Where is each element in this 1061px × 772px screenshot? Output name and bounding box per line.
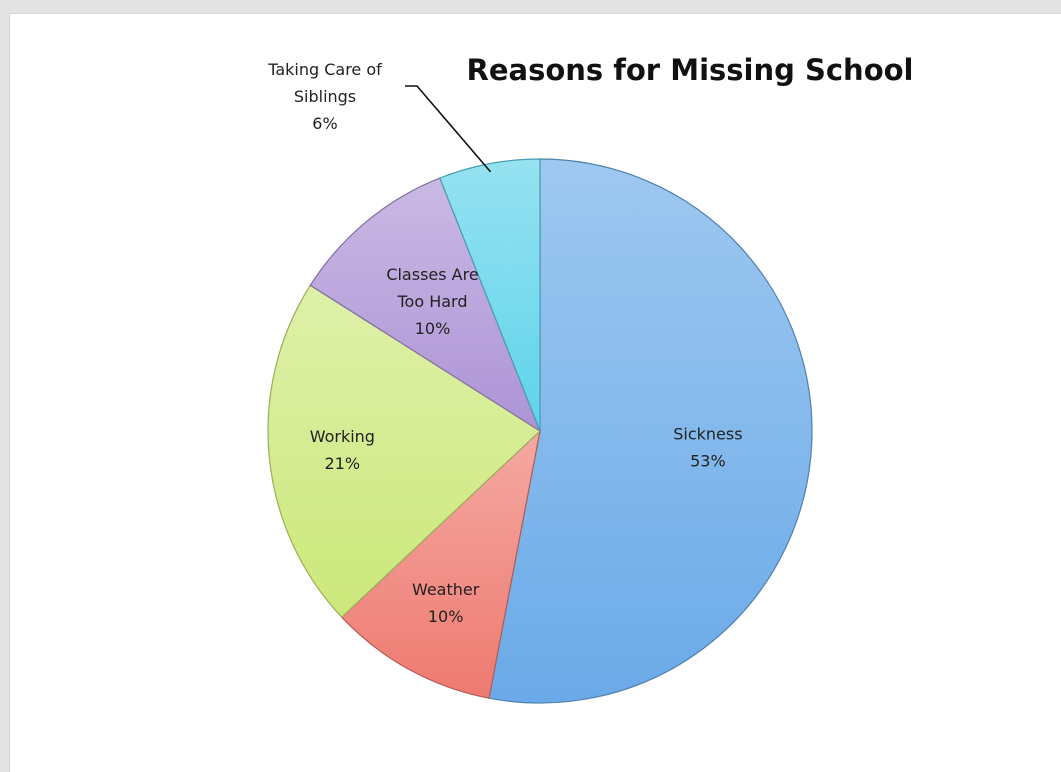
slice-category-label: Weather xyxy=(412,580,480,599)
pie-slice-sickness xyxy=(488,158,813,704)
slice-value-label: 53% xyxy=(690,451,726,470)
pie-slice-taking-care-of-siblings xyxy=(439,158,541,432)
pie-slice-weather xyxy=(340,429,541,699)
pie-chart: Reasons for Missing School Sickness 53% We… xyxy=(267,53,914,704)
slice-category-label: Sickness xyxy=(673,424,742,443)
slice-value-label: 6% xyxy=(312,114,337,133)
slice-category-label: Working xyxy=(310,427,375,446)
slice-labels: Sickness 53% Weather 10% Working 21% Classes A… xyxy=(267,60,742,626)
chart-title: Reasons for Missing School xyxy=(467,53,914,87)
slice-category-label: Siblings xyxy=(294,87,356,106)
slice-value-label: 21% xyxy=(325,454,361,473)
pie-slices xyxy=(267,158,813,704)
slice-category-label: Classes Are xyxy=(386,265,478,284)
slice-value-label: 10% xyxy=(428,607,464,626)
pie-slice-classes-are-too-hard xyxy=(309,177,542,433)
leader-lines xyxy=(405,85,492,173)
chart-area: Reasons for Missing School Sickness 53% We… xyxy=(10,14,1061,772)
slice-value-label: 10% xyxy=(415,319,451,338)
leader-line xyxy=(405,85,492,173)
pie-slice-working xyxy=(267,284,541,619)
slice-category-label: Taking Care of xyxy=(267,60,382,79)
slice-category-label: Too Hard xyxy=(396,292,467,311)
